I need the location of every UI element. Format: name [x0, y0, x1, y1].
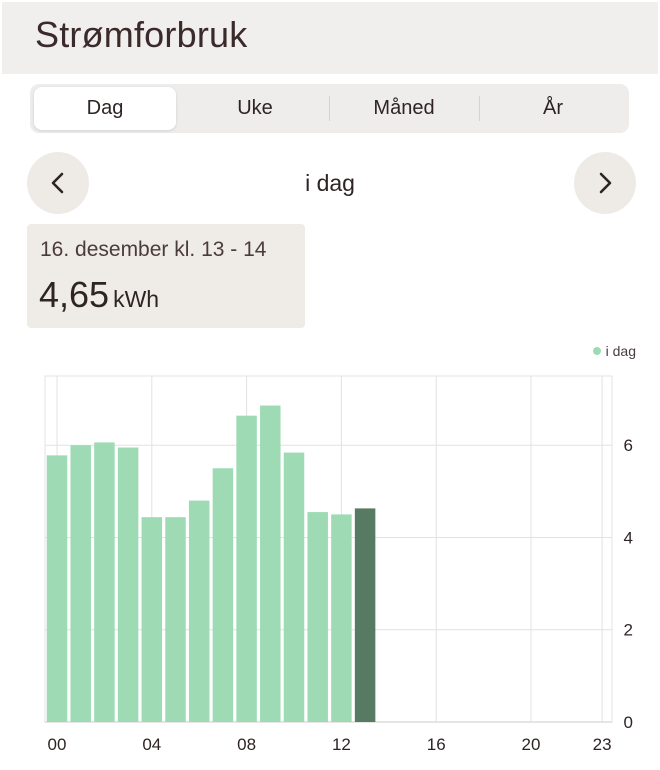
chevron-left-icon — [51, 172, 64, 194]
y-tick-label: 2 — [624, 621, 633, 640]
bar-hour-08[interactable] — [236, 415, 257, 722]
bar-hour-12[interactable] — [331, 514, 352, 722]
app-header: Strømforbruk — [2, 2, 658, 74]
selected-value: 4,65 — [39, 274, 110, 315]
chevron-right-icon — [599, 172, 612, 194]
bar-hour-03[interactable] — [117, 447, 139, 722]
y-tick-label: 0 — [624, 713, 633, 732]
tab-uke[interactable]: Uke — [237, 97, 273, 119]
y-axis-ticks: 0 2 4 6 — [624, 436, 633, 732]
x-tick-label: 20 — [522, 735, 541, 754]
x-tick-label: 12 — [332, 735, 351, 754]
bar-hour-11[interactable] — [307, 512, 328, 722]
bar-hour-10[interactable] — [283, 452, 305, 722]
bar-hour-01[interactable] — [70, 445, 91, 722]
bar-hour-00[interactable] — [46, 455, 68, 722]
y-tick-label: 6 — [624, 436, 633, 455]
y-tick-label: 4 — [624, 528, 633, 547]
bar-hour-06[interactable] — [188, 500, 210, 722]
bar-hour-07[interactable] — [212, 468, 234, 722]
period-tabs: Dag Uke Måned År — [30, 84, 629, 133]
tab-maned[interactable]: Måned — [373, 97, 435, 119]
x-tick-label: 04 — [142, 735, 161, 754]
chart-legend: i dag — [560, 343, 636, 359]
x-tick-label: 23 — [593, 735, 612, 754]
period-label: i dag — [305, 170, 355, 196]
selected-date-label: 16. desember kl. 13 - 14 — [40, 238, 267, 261]
selected-consumption: 4,65 kWh — [39, 274, 159, 316]
bar-hour-09[interactable] — [260, 405, 281, 722]
tab-divider — [479, 96, 480, 121]
x-tick-label: 16 — [427, 735, 446, 754]
legend-dot — [592, 347, 601, 355]
x-tick-label: 08 — [237, 735, 256, 754]
bar-hour-13[interactable] — [354, 508, 376, 722]
tab-ar[interactable]: År — [543, 97, 563, 119]
chart-bars — [46, 405, 376, 722]
page-title: Strømforbruk — [35, 14, 248, 55]
legend-label: i dag — [605, 343, 636, 359]
next-period-button[interactable] — [574, 152, 636, 214]
x-tick-label: 00 — [48, 735, 67, 754]
bar-hour-04[interactable] — [141, 517, 163, 722]
selected-hour-card: 16. desember kl. 13 - 14 4,65 kWh — [27, 224, 305, 328]
bar-hour-05[interactable] — [165, 517, 186, 722]
x-axis-ticks: 00 04 08 12 16 20 23 — [48, 735, 612, 754]
selected-unit: kWh — [113, 286, 160, 312]
tab-divider — [329, 96, 330, 121]
tab-dag[interactable]: Dag — [34, 87, 176, 130]
bar-hour-02[interactable] — [94, 442, 115, 722]
previous-period-button[interactable] — [27, 152, 89, 214]
